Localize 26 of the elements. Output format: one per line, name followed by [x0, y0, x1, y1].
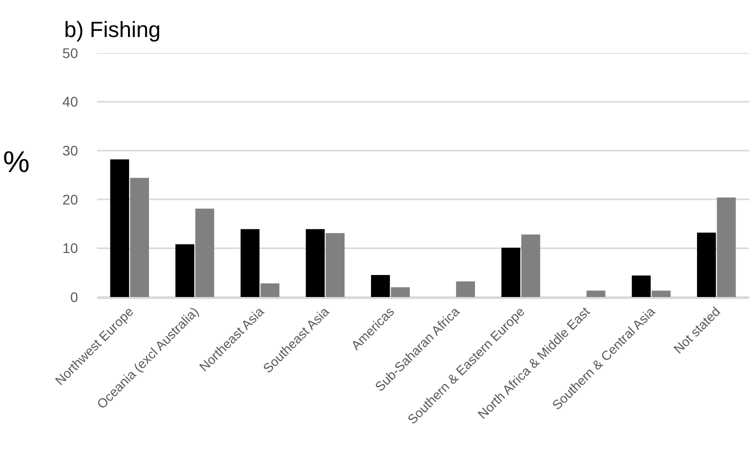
bar — [110, 159, 130, 297]
bar — [326, 233, 345, 297]
y-tick-label: 20 — [62, 191, 78, 208]
y-tick-label: 50 — [62, 44, 78, 61]
y-tick-label: 40 — [62, 94, 78, 110]
y-tick-label: 10 — [62, 240, 78, 256]
bar — [260, 283, 280, 297]
bar — [501, 248, 520, 297]
bar — [521, 234, 540, 297]
bar — [632, 276, 651, 297]
y-tick-label: 30 — [62, 142, 78, 158]
y-axis-title: % — [3, 146, 30, 179]
bar — [390, 287, 410, 297]
bar — [240, 229, 260, 297]
chart-title: b) Fishing — [64, 16, 161, 42]
bar — [716, 197, 736, 297]
bar — [371, 275, 390, 297]
bar — [195, 208, 214, 297]
bar — [697, 232, 716, 297]
bar — [130, 178, 149, 297]
bar — [652, 290, 671, 297]
bar — [586, 290, 606, 297]
bar — [456, 281, 475, 297]
y-tick-label: 0 — [70, 288, 78, 305]
bar — [306, 229, 325, 297]
bar — [175, 244, 194, 297]
